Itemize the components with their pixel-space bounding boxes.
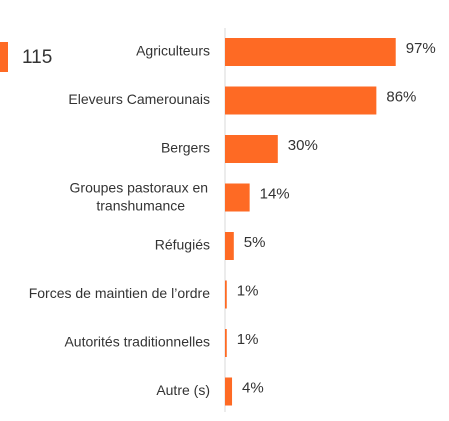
bar [225,280,227,309]
bar [225,329,227,357]
bar [225,86,377,115]
label-line: Groupes pastoraux en [70,179,212,195]
badge-marker [0,42,8,72]
category-label: Bergers [161,140,210,156]
category-label: Groupes pastoraux en transhumance [70,179,212,213]
value-label: 14% [260,185,290,202]
bar [225,232,234,260]
value-label: 86% [386,88,416,105]
badge: 115 [22,47,52,68]
bar [225,377,233,406]
category-label: Agriculteurs [136,43,210,59]
bar [225,183,250,212]
value-label: 30% [288,137,318,154]
value-label: 1% [237,331,259,348]
category-label: Eleveurs Camerounais [68,91,210,107]
value-label: 5% [244,234,266,251]
label-line: transhumance [96,197,185,213]
bar [225,135,278,163]
category-label: Réfugiés [155,237,210,253]
value-label: 4% [242,379,264,396]
category-label: Forces de maintien de l’ordre [29,285,211,301]
category-label: Autre (s) [156,382,210,398]
category-label: Autorités traditionnelles [64,334,210,350]
value-label: 1% [237,282,259,299]
bar [225,38,396,66]
value-label: 97% [406,40,436,57]
